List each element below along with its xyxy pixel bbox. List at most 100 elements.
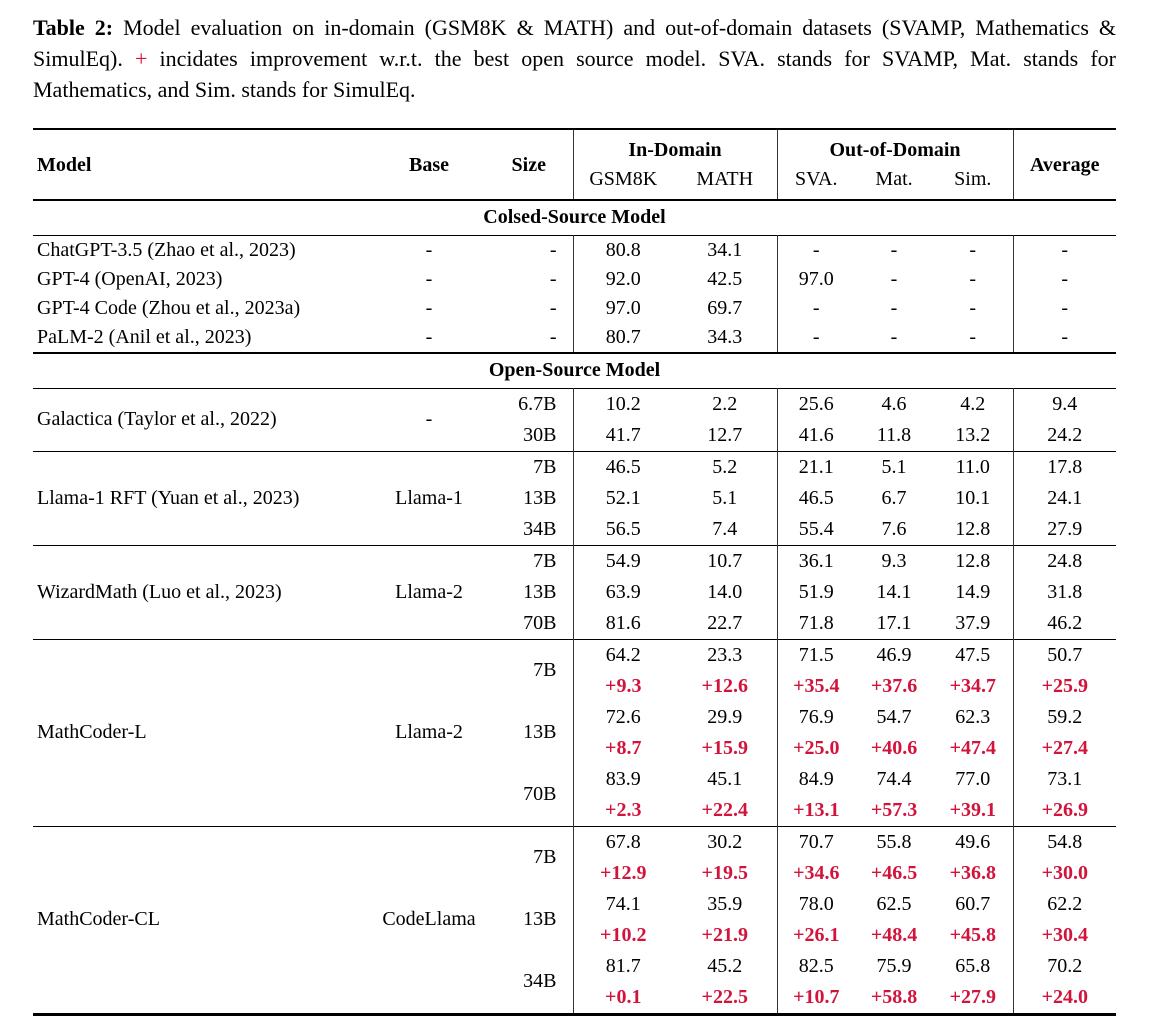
metric-value: 17.1 — [876, 611, 912, 634]
metric-value: 46.2 — [1012, 607, 1117, 640]
metric-value: 27.9 — [1012, 513, 1117, 546]
metric-value: 24.8 — [1012, 545, 1117, 577]
improvement-delta: +22.4 — [701, 798, 748, 821]
model-size: 13B — [523, 580, 557, 603]
metric-value: 60.7 — [955, 892, 991, 915]
model-group: Llama-1 RFT (Yuan et al., 2023) Llama-1 7B… — [33, 451, 1117, 546]
metric-value: - — [969, 296, 977, 319]
metric-value: 81.6 — [572, 607, 673, 640]
metric-value: 41.6 — [776, 419, 856, 452]
metric-value: - — [1012, 322, 1117, 353]
improvement-delta: +35.4 — [776, 670, 856, 702]
metric-value: 45.2 — [707, 954, 743, 977]
metric-value: 46.5 — [572, 451, 673, 483]
metric-value: 49.6 — [955, 830, 991, 853]
improvement-delta: +9.3 — [572, 670, 673, 702]
metric-value: 97.0 — [776, 264, 856, 294]
metric-value: 67.8 — [572, 826, 673, 858]
metric-value: 14.0 — [707, 580, 743, 603]
improvement-delta: +12.6 — [701, 674, 748, 697]
metric-value: - — [776, 293, 856, 323]
improvement-delta: +39.1 — [949, 798, 996, 821]
improvement-delta: +34.7 — [949, 674, 996, 697]
col-header-model: Model — [37, 154, 92, 177]
col-header-average: Average — [1012, 128, 1117, 200]
metric-value: 47.5 — [955, 643, 991, 666]
model-group: PaLM-2 (Anil et al., 2023) - -80.7 34.3- - - - — [33, 322, 1117, 353]
improvement-delta: +15.9 — [701, 736, 748, 759]
improvement-delta: +12.9 — [572, 857, 673, 889]
table-row: MathCoder-CL CodeLlama 7B 67.8 30.2 70.7 55.8 4… — [33, 826, 1117, 930]
model-size: 7B — [533, 455, 557, 478]
base-model: - — [425, 296, 433, 319]
metric-value: - — [776, 235, 856, 265]
metric-value: 62.3 — [955, 705, 991, 728]
col-header-dataset: Sim. — [954, 168, 992, 191]
metric-value: 50.7 — [1012, 639, 1117, 671]
improvement-delta: +30.0 — [1012, 857, 1117, 889]
model-size: 6.7B — [518, 392, 557, 415]
metric-value: 34.1 — [707, 238, 743, 261]
metric-value: 51.9 — [776, 576, 856, 608]
section-header: Open-Source Model — [33, 352, 1117, 389]
metric-value: 75.9 — [876, 954, 912, 977]
metric-value: 5.2 — [712, 455, 738, 478]
table-row: 30B 41.7 12.7 41.6 11.8 13.2 24.2 — [33, 419, 1117, 452]
improvement-delta: +22.5 — [701, 985, 748, 1008]
metric-value: 70.2 — [1012, 950, 1117, 982]
improvement-delta: +37.6 — [870, 674, 918, 697]
model-size: 7B — [533, 846, 557, 869]
improvement-delta: +25.0 — [776, 732, 856, 764]
model-group: ChatGPT-3.5 (Zhao et al., 2023) - -80.8 34.… — [33, 235, 1117, 265]
metric-value: 81.7 — [572, 950, 673, 982]
delta-row: +8.7 +15.9 +25.0 +40.6 +47.4 +27.4 — [33, 732, 1117, 764]
improvement-delta: +26.9 — [1012, 794, 1117, 827]
improvement-delta: +47.4 — [949, 736, 996, 759]
improvement-delta: +10.7 — [776, 981, 856, 1015]
section-header: Colsed-Source Model — [33, 199, 1117, 236]
metric-value: 42.5 — [707, 267, 743, 290]
model-name: ChatGPT-3.5 (Zhao et al., 2023) — [37, 238, 296, 261]
table-row: PaLM-2 (Anil et al., 2023) - -80.7 34.3- - - - — [33, 322, 1117, 353]
metric-value: - — [1012, 264, 1117, 294]
col-group-in-domain: In-Domain — [572, 128, 778, 166]
metric-value: 17.8 — [1012, 451, 1117, 483]
metric-value: 21.1 — [776, 451, 856, 483]
metric-value: 5.1 — [881, 455, 907, 478]
metric-value: 46.9 — [876, 643, 912, 666]
results-table: Model Base Size In-Domain Out-of-Domain Avera… — [33, 127, 1117, 1016]
base-model: Llama-2 — [395, 721, 463, 744]
metric-value: 4.2 — [960, 392, 986, 415]
model-size: 13B — [523, 721, 557, 744]
metric-value: 64.2 — [572, 639, 673, 671]
metric-value: - — [1012, 293, 1117, 323]
metric-value: 24.1 — [1012, 482, 1117, 514]
delta-row: +12.9 +19.5 +34.6 +46.5 +36.8 +30.0 — [33, 857, 1117, 889]
table-row: 13B 72.6 29.9 76.9 54.7 62.3 59.2 — [33, 701, 1117, 743]
metric-value: 54.9 — [572, 545, 673, 577]
metric-value: 10.2 — [572, 388, 673, 420]
metric-value: - — [969, 325, 977, 348]
metric-value: 9.4 — [1012, 388, 1117, 420]
metric-value: 82.5 — [776, 950, 856, 982]
col-header-dataset: GSM8K — [572, 165, 673, 200]
table-row: 34B 81.7 45.2 82.5 75.9 65.8 70.2 — [33, 950, 1117, 992]
improvement-delta: +57.3 — [870, 798, 918, 821]
model-size: 7B — [533, 549, 557, 572]
delta-row: +10.2 +21.9 +26.1 +48.4 +45.8 +30.4 — [33, 919, 1117, 951]
metric-value: - — [1012, 235, 1117, 265]
table-row: 13B 74.1 35.9 78.0 62.5 60.7 62.2 — [33, 888, 1117, 930]
metric-value: 55.4 — [776, 513, 856, 546]
table-row: GPT-4 (OpenAI, 2023) - -92.0 42.5 97.0- - - — [33, 264, 1117, 294]
metric-value: 22.7 — [707, 611, 743, 634]
metric-value: 45.1 — [707, 767, 743, 790]
table-row: WizardMath (Luo et al., 2023) Llama-2 7B 54… — [33, 545, 1117, 603]
improvement-delta: +19.5 — [701, 861, 748, 884]
metric-value: 10.7 — [707, 549, 743, 572]
improvement-delta: +34.6 — [776, 857, 856, 889]
model-size: 34B — [523, 970, 557, 993]
table-row: 13B 52.1 5.1 46.5 6.7 10.1 24.1 — [33, 482, 1117, 514]
metric-value: 54.7 — [876, 705, 912, 728]
metric-value: 11.8 — [876, 423, 912, 446]
model-size: 70B — [523, 611, 557, 634]
